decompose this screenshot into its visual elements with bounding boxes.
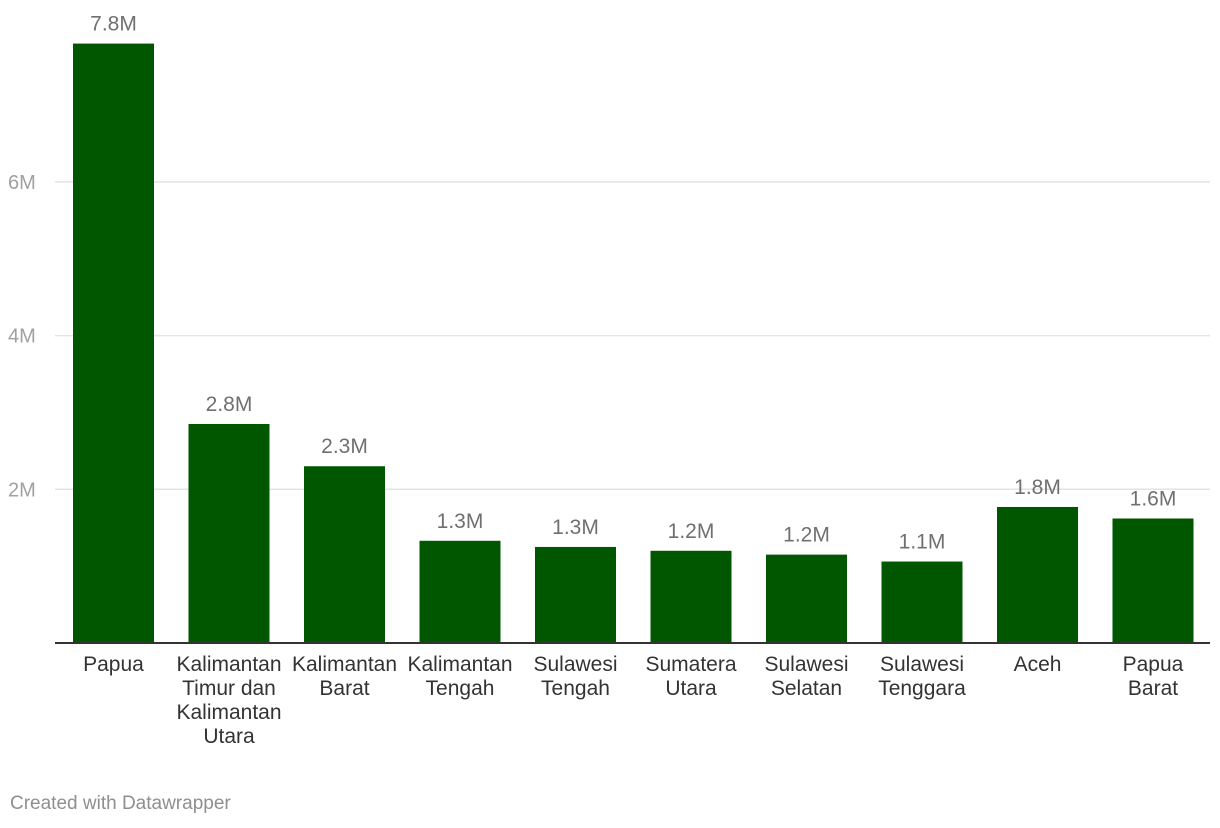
data-label: 2.3M bbox=[321, 435, 368, 458]
data-label: 1.3M bbox=[437, 510, 484, 533]
data-label: 1.6M bbox=[1130, 488, 1177, 511]
category-label: Kalimantan Tengah bbox=[407, 653, 512, 700]
bar bbox=[766, 554, 847, 643]
bar bbox=[73, 43, 154, 643]
category-label: Kalimantan Barat bbox=[292, 653, 397, 700]
bar bbox=[419, 540, 501, 643]
category-label: Sumatera Utara bbox=[645, 653, 736, 700]
category-label: Sulawesi Tengah bbox=[533, 653, 617, 700]
footer-credit: Created with Datawrapper bbox=[10, 793, 231, 814]
category-label: Sulawesi Selatan bbox=[764, 653, 848, 700]
y-tick-label: 6M bbox=[8, 172, 36, 194]
bar bbox=[650, 550, 732, 643]
category-label: Papua bbox=[83, 653, 144, 676]
y-tick-label: 4M bbox=[8, 326, 36, 348]
category-label: Sulawesi Tenggara bbox=[878, 653, 966, 700]
category-label: Aceh bbox=[1014, 653, 1062, 676]
bar-chart: 2M 4M 6M 7.8M Papua 2.8M Kalimantan Timur dan Ka… bbox=[8, 13, 1210, 748]
data-label: 2.8M bbox=[206, 393, 253, 416]
bar bbox=[304, 466, 385, 643]
bar bbox=[1112, 518, 1194, 643]
category-label: Papua Barat bbox=[1123, 653, 1184, 700]
y-tick-label: 2M bbox=[8, 479, 36, 501]
bar bbox=[881, 561, 963, 643]
data-label: 1.2M bbox=[668, 520, 715, 543]
data-label: 1.3M bbox=[552, 516, 599, 539]
data-label: 1.8M bbox=[1014, 476, 1061, 499]
bar bbox=[535, 546, 616, 643]
bar bbox=[188, 423, 270, 643]
category-label: Kalimantan Timur dan Kalimantan Utara bbox=[176, 653, 281, 748]
bar bbox=[997, 506, 1078, 643]
data-label: 7.8M bbox=[90, 13, 137, 36]
data-label: 1.1M bbox=[899, 531, 946, 554]
data-label: 1.2M bbox=[783, 524, 830, 547]
